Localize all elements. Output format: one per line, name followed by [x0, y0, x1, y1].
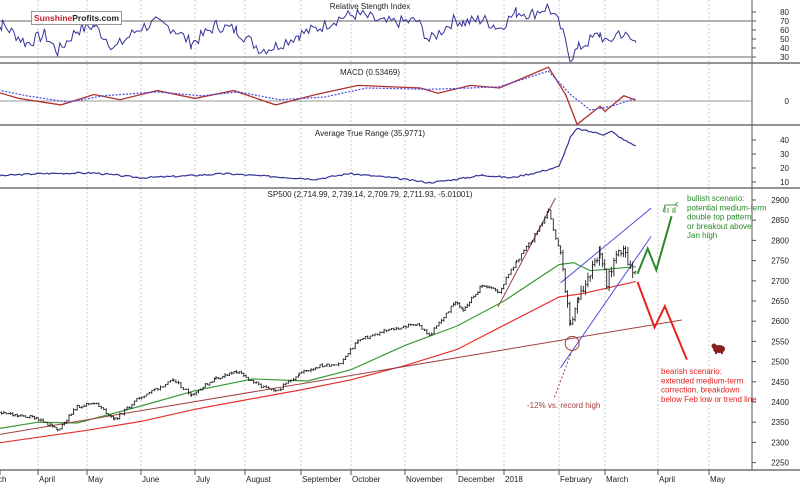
bearish-scenario-path [636, 281, 688, 360]
macd-line [0, 66, 637, 126]
bear-icon [711, 343, 725, 354]
price-tick-label: 2900 [771, 196, 789, 205]
x-tick-label: April [39, 475, 55, 484]
rsi-title: Relative Stength Index [330, 2, 411, 11]
x-tick-label: April [659, 475, 675, 484]
x-tick-label: November [406, 475, 443, 484]
low-pointer-line [553, 350, 573, 399]
x-tick-label: June [142, 475, 160, 484]
bullish-scenario-text: Jan high [687, 231, 717, 240]
atr-tick-label: 20 [780, 164, 789, 173]
price-tick-label: 2500 [771, 358, 789, 367]
rsi-tick-label: 30 [780, 53, 789, 62]
macd-signal-line [0, 70, 636, 111]
x-tick-label: May [88, 475, 103, 484]
price-title: SP500 (2,714.99, 2,739.14, 2,709.79, 2,7… [268, 190, 473, 199]
price-tick-label: 2250 [771, 459, 789, 468]
x-tick-label: February [560, 475, 592, 484]
x-tick-label: October [352, 475, 381, 484]
price-tick-label: 2300 [771, 438, 789, 447]
price-tick-label: 2600 [771, 317, 789, 326]
price-tick-label: 2450 [771, 378, 789, 387]
logo-part1: Sunshine [34, 13, 73, 23]
rsi-tick-label: 50 [780, 35, 789, 44]
price-tick-label: 2850 [771, 216, 789, 225]
trend-line [560, 207, 652, 284]
trend-line [497, 197, 556, 308]
bearish-scenario-text: extended medium-term [661, 376, 744, 385]
price-tick-label: 2550 [771, 337, 789, 346]
price-tick-label: 2800 [771, 236, 789, 245]
x-tick-label: December [458, 475, 495, 484]
x-tick-label: ch [0, 475, 6, 484]
x-tick-label: July [196, 475, 210, 484]
rsi-tick-label: 40 [780, 44, 789, 53]
atr-tick-label: 30 [780, 150, 789, 159]
x-tick-label: September [302, 475, 341, 484]
sunshine-profits-logo: SunshineProfits.com [31, 11, 123, 25]
logo-part2: Profits.com [72, 13, 120, 23]
atr-title: Average True Range (35.9771) [315, 129, 425, 138]
bullish-scenario-text: double top pattern [687, 213, 752, 222]
bullish-scenario-text: potential medium-term [687, 203, 767, 212]
sma-200-line [0, 281, 636, 444]
bearish-scenario-text: below Feb low or trend line [661, 395, 757, 404]
bullish-scenario-text: bullish scenario: [687, 194, 744, 203]
trend-line [560, 236, 652, 368]
atr-tick-label: 10 [780, 178, 789, 187]
price-tick-label: 2750 [771, 257, 789, 266]
price-tick-label: 2350 [771, 418, 789, 427]
price-tick-label: 2650 [771, 297, 789, 306]
atr-line [0, 127, 636, 184]
record-high-note: -12% vs. record high [527, 401, 600, 410]
x-tick-label: 2018 [505, 475, 523, 484]
bearish-scenario-text: bearish scenario: [661, 367, 722, 376]
bullish-scenario-text: or breakout above [687, 222, 752, 231]
macd-title: MACD (0.53469) [340, 68, 400, 77]
atr-tick-label: 40 [780, 136, 789, 145]
x-tick-label: May [710, 475, 725, 484]
bull-icon [662, 201, 679, 213]
price-tick-label: 2700 [771, 277, 789, 286]
rsi-tick-label: 70 [780, 17, 789, 26]
x-tick-label: August [246, 475, 272, 484]
price-tick-label: 2400 [771, 398, 789, 407]
trend-line [0, 319, 682, 435]
rsi-tick-label: 60 [780, 26, 789, 35]
x-tick-label: March [606, 475, 628, 484]
bearish-scenario-text: correction, breakdown [661, 386, 740, 395]
macd-tick-label: 0 [785, 97, 790, 106]
bullish-scenario-path [636, 215, 673, 275]
rsi-tick-label: 80 [780, 8, 789, 17]
